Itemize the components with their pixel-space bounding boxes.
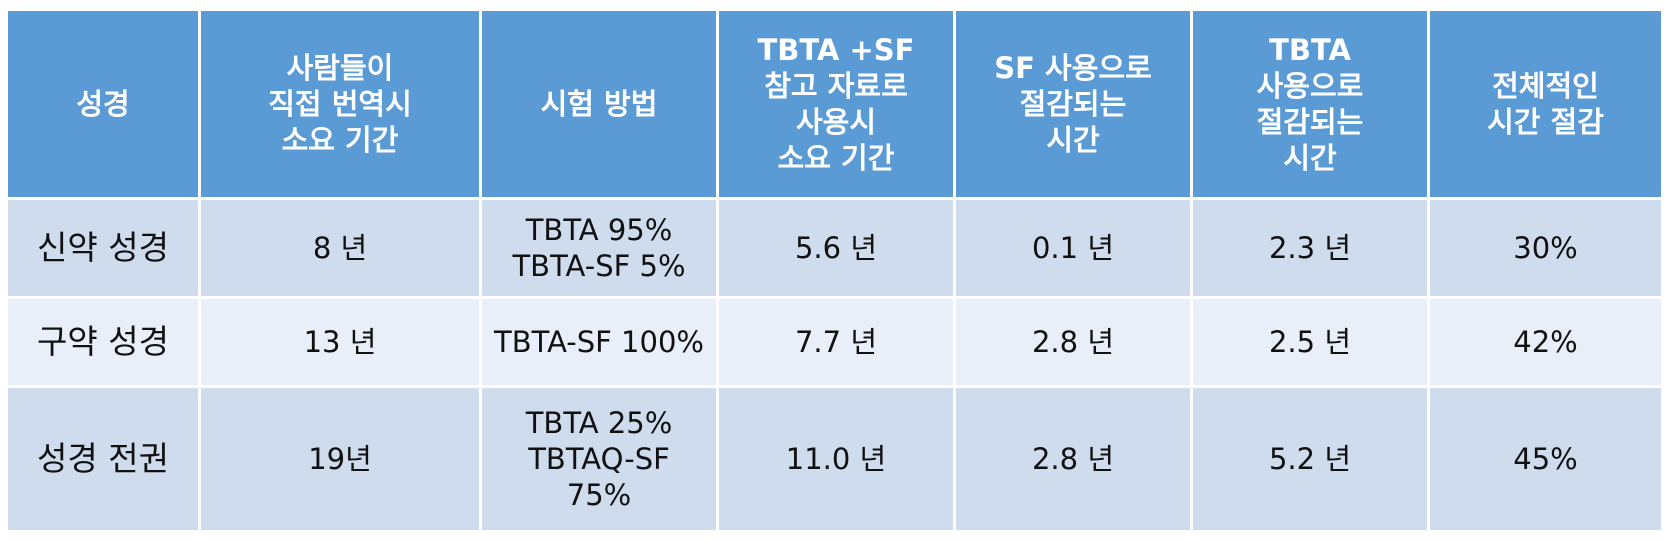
header-tbta-saved: TBTA 사용으로 절감되는 시간	[1190, 8, 1430, 200]
table-row: 성경 전권 19년 TBTA 25% TBTAQ-SF 75% 11.0 년 2…	[5, 385, 1664, 533]
cell-total-saved: 30%	[1427, 197, 1664, 299]
cell-sf-saved: 2.8 년	[953, 296, 1193, 388]
cell-tbta-saved: 5.2 년	[1190, 385, 1430, 533]
cell-tbta-sf-time: 5.6 년	[716, 197, 956, 299]
cell-tbta-saved: 2.5 년	[1190, 296, 1430, 388]
translation-time-table-container: 성경 사람들이 직접 번역시 소요 기간 시험 방법 TBTA +SF 참고 자…	[5, 8, 1664, 533]
header-bible: 성경	[5, 8, 201, 200]
cell-method: TBTA 25% TBTAQ-SF 75%	[479, 385, 719, 533]
header-row: 성경 사람들이 직접 번역시 소요 기간 시험 방법 TBTA +SF 참고 자…	[5, 8, 1664, 200]
cell-bible: 신약 성경	[5, 197, 201, 299]
cell-tbta-sf-time: 7.7 년	[716, 296, 956, 388]
table-row: 신약 성경 8 년 TBTA 95% TBTA-SF 5% 5.6 년 0.1 …	[5, 197, 1664, 299]
cell-human-time: 13 년	[198, 296, 482, 388]
cell-method: TBTA-SF 100%	[479, 296, 719, 388]
cell-method: TBTA 95% TBTA-SF 5%	[479, 197, 719, 299]
translation-time-table: 성경 사람들이 직접 번역시 소요 기간 시험 방법 TBTA +SF 참고 자…	[5, 8, 1664, 533]
header-tbta-sf-time: TBTA +SF 참고 자료로 사용시 소요 기간	[716, 8, 956, 200]
cell-sf-saved: 0.1 년	[953, 197, 1193, 299]
cell-bible: 성경 전권	[5, 385, 201, 533]
cell-bible: 구약 성경	[5, 296, 201, 388]
cell-tbta-sf-time: 11.0 년	[716, 385, 956, 533]
cell-sf-saved: 2.8 년	[953, 385, 1193, 533]
header-sf-saved: SF 사용으로 절감되는 시간	[953, 8, 1193, 200]
header-total-saved: 전체적인 시간 절감	[1427, 8, 1664, 200]
cell-human-time: 8 년	[198, 197, 482, 299]
table-row: 구약 성경 13 년 TBTA-SF 100% 7.7 년 2.8 년 2.5 …	[5, 296, 1664, 388]
cell-total-saved: 42%	[1427, 296, 1664, 388]
header-method: 시험 방법	[479, 8, 719, 200]
cell-total-saved: 45%	[1427, 385, 1664, 533]
cell-human-time: 19년	[198, 385, 482, 533]
cell-tbta-saved: 2.3 년	[1190, 197, 1430, 299]
header-human-time: 사람들이 직접 번역시 소요 기간	[198, 8, 482, 200]
